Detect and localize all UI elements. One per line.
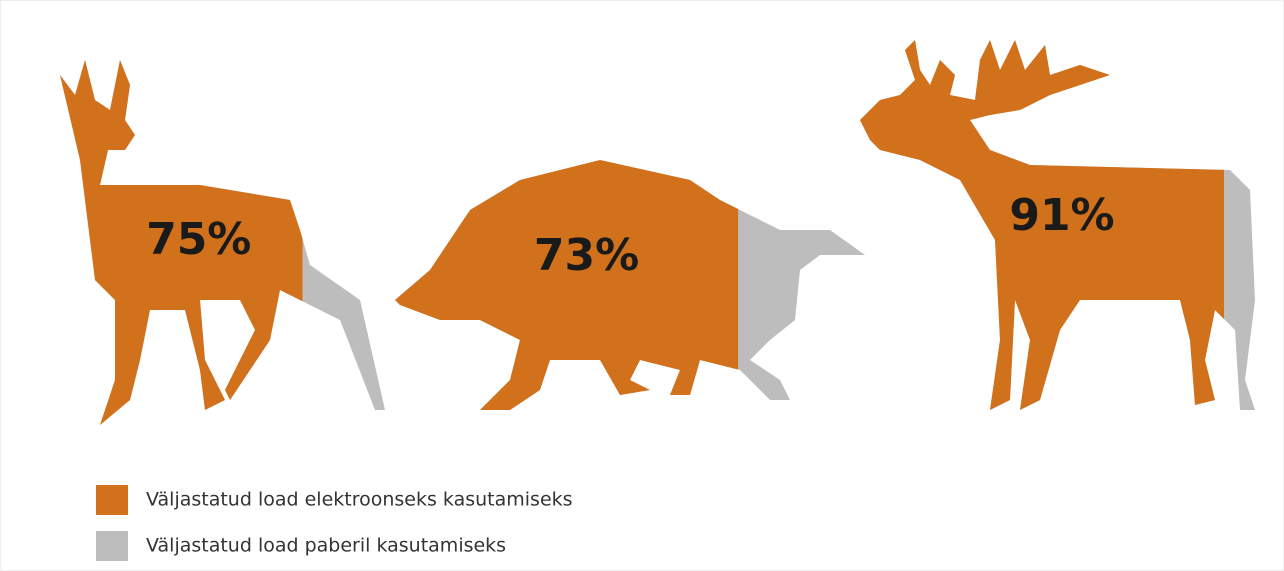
legend-label: Väljastatud load elektroonseks kasutamis…	[146, 489, 573, 511]
legend-label: Väljastatud load paberil kasutamiseks	[146, 535, 506, 557]
value-label: 75%	[146, 214, 251, 265]
animal	[395, 155, 865, 415]
legend-swatch	[96, 485, 128, 515]
value-label: 91%	[1009, 190, 1114, 241]
legend-swatch	[96, 531, 128, 561]
chart: 75% 73% 91% Väljastatud load elektroonseks …	[0, 0, 1284, 571]
page: 75% 73% 91% Väljastatud load elektroonseks …	[0, 0, 1284, 571]
value-label: 73%	[534, 230, 639, 281]
electronic-share	[395, 155, 738, 415]
